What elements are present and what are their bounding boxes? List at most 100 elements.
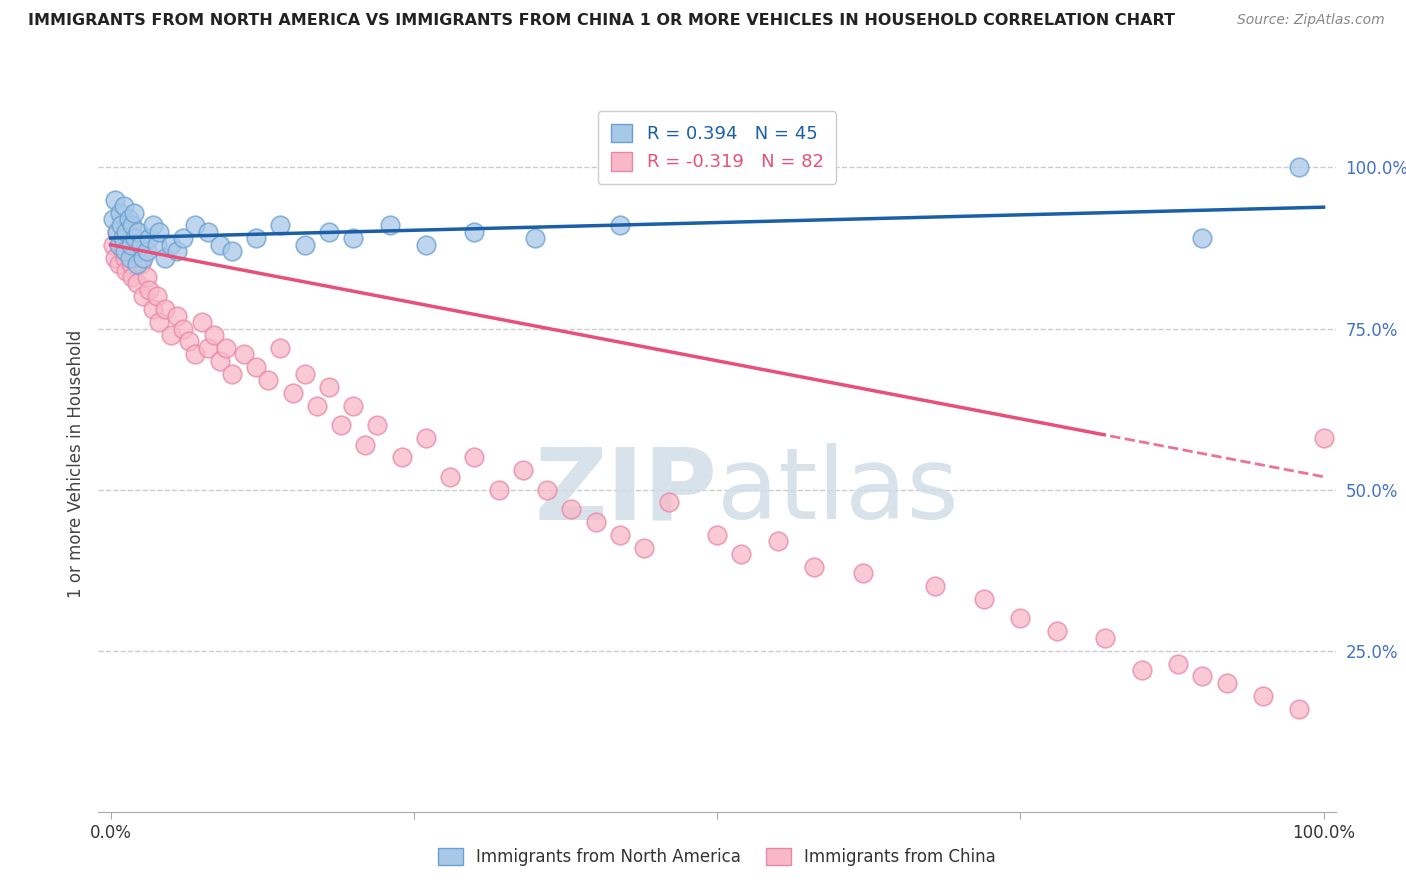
Point bbox=[609, 219, 631, 233]
Point bbox=[184, 219, 207, 233]
Point bbox=[145, 237, 167, 252]
Point bbox=[1130, 663, 1153, 677]
Point bbox=[1191, 669, 1213, 683]
Point bbox=[120, 237, 142, 252]
Point bbox=[124, 231, 146, 245]
Point bbox=[112, 199, 135, 213]
Point bbox=[609, 527, 631, 541]
Point bbox=[924, 579, 946, 593]
Point bbox=[330, 418, 353, 433]
Point bbox=[294, 237, 316, 252]
Point bbox=[104, 251, 127, 265]
Point bbox=[245, 231, 267, 245]
Point bbox=[124, 244, 146, 259]
Point bbox=[142, 302, 165, 317]
Point bbox=[706, 527, 728, 541]
Point bbox=[110, 205, 132, 219]
Point bbox=[148, 315, 170, 329]
Point bbox=[415, 237, 437, 252]
Point bbox=[184, 347, 207, 361]
Point bbox=[104, 193, 127, 207]
Point bbox=[415, 431, 437, 445]
Point bbox=[138, 231, 160, 245]
Point bbox=[127, 277, 149, 291]
Text: IMMIGRANTS FROM NORTH AMERICA VS IMMIGRANTS FROM CHINA 1 OR MORE VEHICLES IN HOU: IMMIGRANTS FROM NORTH AMERICA VS IMMIGRA… bbox=[28, 13, 1175, 29]
Point bbox=[153, 251, 176, 265]
Point bbox=[172, 231, 194, 245]
Point bbox=[120, 257, 142, 271]
Point bbox=[342, 231, 364, 245]
Point bbox=[318, 225, 340, 239]
Point bbox=[202, 328, 225, 343]
Point bbox=[160, 237, 183, 252]
Point bbox=[1215, 676, 1237, 690]
Point bbox=[118, 237, 141, 252]
Point bbox=[197, 341, 219, 355]
Point bbox=[852, 566, 875, 581]
Point bbox=[269, 341, 291, 355]
Point bbox=[439, 469, 461, 483]
Point bbox=[132, 251, 155, 265]
Point bbox=[294, 367, 316, 381]
Text: Source: ZipAtlas.com: Source: ZipAtlas.com bbox=[1237, 13, 1385, 28]
Point bbox=[118, 212, 141, 227]
Point bbox=[114, 244, 136, 259]
Point bbox=[1191, 231, 1213, 245]
Point bbox=[1312, 431, 1334, 445]
Point bbox=[1167, 657, 1189, 671]
Point bbox=[488, 483, 510, 497]
Point bbox=[208, 237, 231, 252]
Point bbox=[108, 257, 131, 271]
Y-axis label: 1 or more Vehicles in Household: 1 or more Vehicles in Household bbox=[66, 330, 84, 598]
Point bbox=[101, 212, 124, 227]
Point bbox=[221, 244, 243, 259]
Point bbox=[391, 450, 413, 465]
Point bbox=[245, 360, 267, 375]
Point bbox=[129, 257, 152, 271]
Point bbox=[160, 328, 183, 343]
Point bbox=[136, 244, 159, 259]
Point bbox=[281, 386, 304, 401]
Point bbox=[136, 270, 159, 285]
Point bbox=[305, 399, 328, 413]
Point bbox=[318, 379, 340, 393]
Point bbox=[166, 309, 188, 323]
Point bbox=[208, 353, 231, 368]
Point bbox=[657, 495, 679, 509]
Point bbox=[166, 244, 188, 259]
Point bbox=[342, 399, 364, 413]
Point bbox=[197, 225, 219, 239]
Point bbox=[111, 244, 134, 259]
Point bbox=[145, 289, 167, 303]
Point bbox=[512, 463, 534, 477]
Point bbox=[1094, 631, 1116, 645]
Point bbox=[115, 225, 138, 239]
Text: ZIP: ZIP bbox=[534, 443, 717, 541]
Point bbox=[354, 437, 377, 451]
Point bbox=[215, 341, 238, 355]
Point bbox=[127, 257, 149, 271]
Point bbox=[105, 225, 128, 239]
Point bbox=[115, 263, 138, 277]
Point bbox=[378, 219, 401, 233]
Point bbox=[105, 225, 128, 239]
Point bbox=[138, 283, 160, 297]
Point bbox=[148, 225, 170, 239]
Point bbox=[172, 321, 194, 335]
Point bbox=[463, 225, 485, 239]
Point bbox=[730, 547, 752, 561]
Point bbox=[108, 237, 131, 252]
Point bbox=[129, 237, 152, 252]
Point bbox=[127, 225, 149, 239]
Point bbox=[101, 237, 124, 252]
Point bbox=[1010, 611, 1032, 625]
Point bbox=[190, 315, 212, 329]
Point bbox=[560, 502, 582, 516]
Point bbox=[585, 515, 607, 529]
Point bbox=[1288, 701, 1310, 715]
Point bbox=[803, 560, 825, 574]
Point bbox=[121, 219, 143, 233]
Point bbox=[179, 334, 201, 349]
Point bbox=[1288, 161, 1310, 175]
Point bbox=[142, 219, 165, 233]
